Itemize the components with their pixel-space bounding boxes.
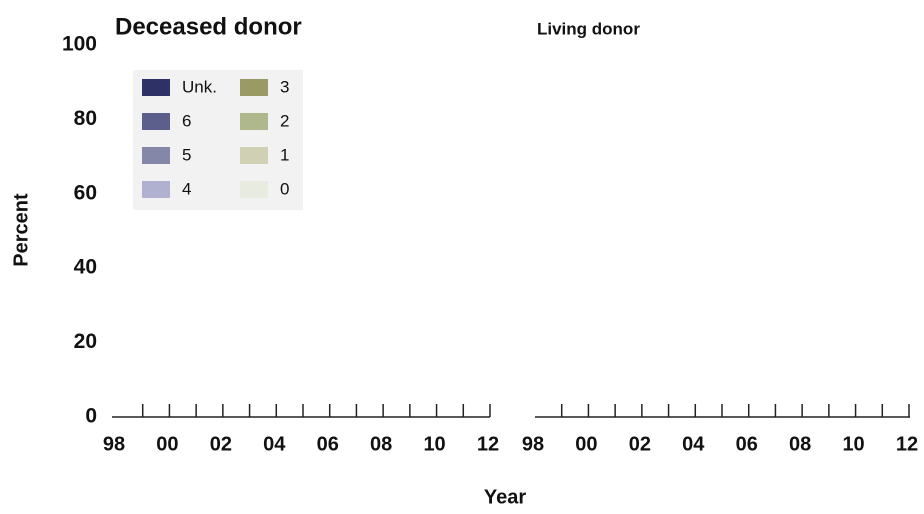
x-tick-label: 04 [682, 433, 705, 455]
x-tick-label: 10 [423, 433, 445, 455]
x-axis-label: Year [484, 486, 526, 508]
x-tick-label: 02 [629, 433, 651, 455]
x-tick-label: 08 [370, 433, 392, 455]
y-axis-label: Percent [10, 193, 32, 267]
x-tick-label: 00 [156, 433, 178, 455]
legend-swatch [240, 79, 268, 96]
x-tick-label: 06 [736, 433, 758, 455]
legend-label: 3 [280, 77, 289, 96]
panel-title: Deceased donor [115, 13, 302, 40]
legend-label: 1 [280, 145, 289, 164]
legend-swatch [240, 147, 268, 164]
x-tick-label: 12 [477, 433, 499, 455]
x-tick-label: 02 [210, 433, 232, 455]
x-tick-label: 00 [575, 433, 597, 455]
x-tick-label: 98 [103, 433, 125, 455]
x-tick-label: 06 [317, 433, 339, 455]
legend-label: 4 [182, 179, 191, 198]
legend-swatch [240, 113, 268, 130]
legend-swatch [142, 181, 170, 198]
x-tick-label: 98 [522, 433, 544, 455]
y-tick-label: 0 [85, 405, 97, 428]
x-tick-label: 08 [789, 433, 811, 455]
y-tick-label: 40 [74, 256, 97, 279]
legend-swatch [142, 147, 170, 164]
x-tick-label: 10 [842, 433, 864, 455]
y-tick-label: 80 [74, 107, 97, 130]
legend-swatch [142, 79, 170, 96]
y-tick-label: 60 [74, 181, 97, 204]
legend-label: 0 [280, 179, 289, 198]
legend-label: 6 [182, 111, 191, 130]
panel-title: Living donor [537, 19, 640, 38]
y-tick-label: 100 [62, 33, 97, 56]
legend-label: 2 [280, 111, 289, 130]
legend-swatch [142, 113, 170, 130]
y-tick-label: 20 [74, 330, 97, 353]
legend-label: Unk. [182, 77, 217, 96]
x-tick-label: 12 [896, 433, 918, 455]
legend-swatch [240, 181, 268, 198]
legend-label: 5 [182, 145, 191, 164]
x-tick-label: 04 [263, 433, 286, 455]
